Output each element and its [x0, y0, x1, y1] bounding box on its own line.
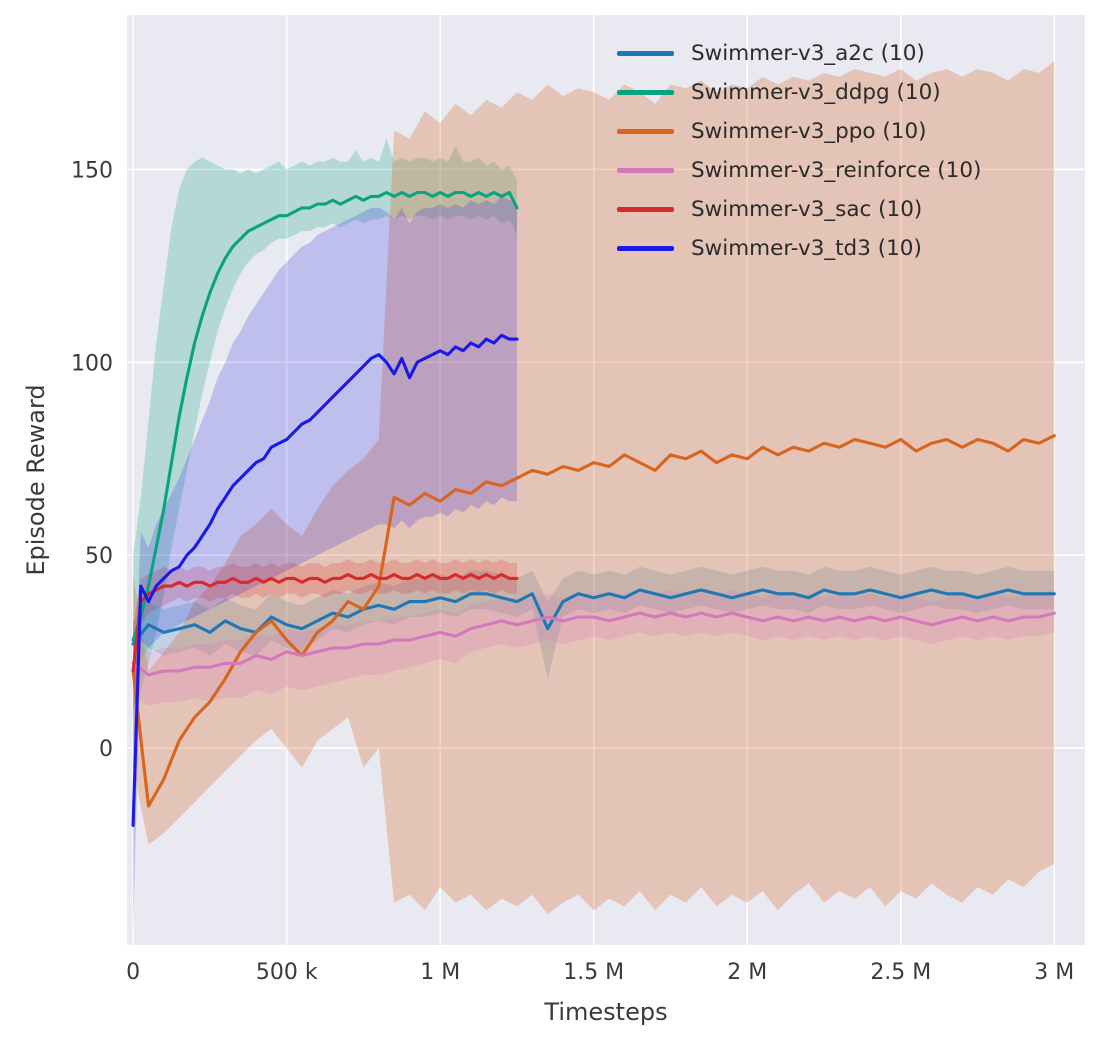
legend-swatch-a2c — [617, 51, 674, 56]
svg-text:2.5 M: 2.5 M — [870, 960, 931, 985]
legend-label-reinforce: Swimmer-v3_reinforce (10) — [691, 158, 982, 183]
legend-item-ppo: Swimmer-v3_ppo (10) — [617, 112, 981, 151]
legend-item-a2c: Swimmer-v3_a2c (10) — [617, 34, 981, 73]
x-axis-label: Timesteps — [544, 998, 668, 1026]
legend-label-a2c: Swimmer-v3_a2c (10) — [691, 41, 925, 66]
legend-label-ddpg: Swimmer-v3_ddpg (10) — [691, 80, 941, 105]
legend-label-ppo: Swimmer-v3_ppo (10) — [691, 119, 927, 144]
svg-text:3 M: 3 M — [1034, 960, 1074, 985]
legend-label-td3: Swimmer-v3_td3 (10) — [691, 236, 922, 261]
legend-label-sac: Swimmer-v3_sac (10) — [691, 197, 923, 222]
legend-item-ddpg: Swimmer-v3_ddpg (10) — [617, 73, 981, 112]
legend-swatch-ppo — [617, 129, 674, 134]
svg-text:1 M: 1 M — [420, 960, 460, 985]
legend-swatch-td3 — [617, 246, 674, 251]
legend-swatch-sac — [617, 207, 674, 212]
svg-text:500 k: 500 k — [256, 960, 318, 985]
legend-item-td3: Swimmer-v3_td3 (10) — [617, 229, 981, 268]
svg-text:150: 150 — [71, 158, 113, 183]
legend-swatch-ddpg — [617, 90, 674, 95]
legend: Swimmer-v3_a2c (10) Swimmer-v3_ddpg (10)… — [617, 34, 981, 268]
svg-text:50: 50 — [85, 544, 113, 569]
svg-text:2 M: 2 M — [727, 960, 767, 985]
svg-text:1.5 M: 1.5 M — [563, 960, 624, 985]
legend-item-reinforce: Swimmer-v3_reinforce (10) — [617, 151, 981, 190]
svg-text:100: 100 — [71, 351, 113, 376]
y-axis-label: Episode Reward — [22, 384, 50, 576]
svg-text:0: 0 — [99, 737, 113, 762]
legend-swatch-reinforce — [617, 168, 674, 173]
legend-item-sac: Swimmer-v3_sac (10) — [617, 190, 981, 229]
svg-text:0: 0 — [126, 960, 140, 985]
